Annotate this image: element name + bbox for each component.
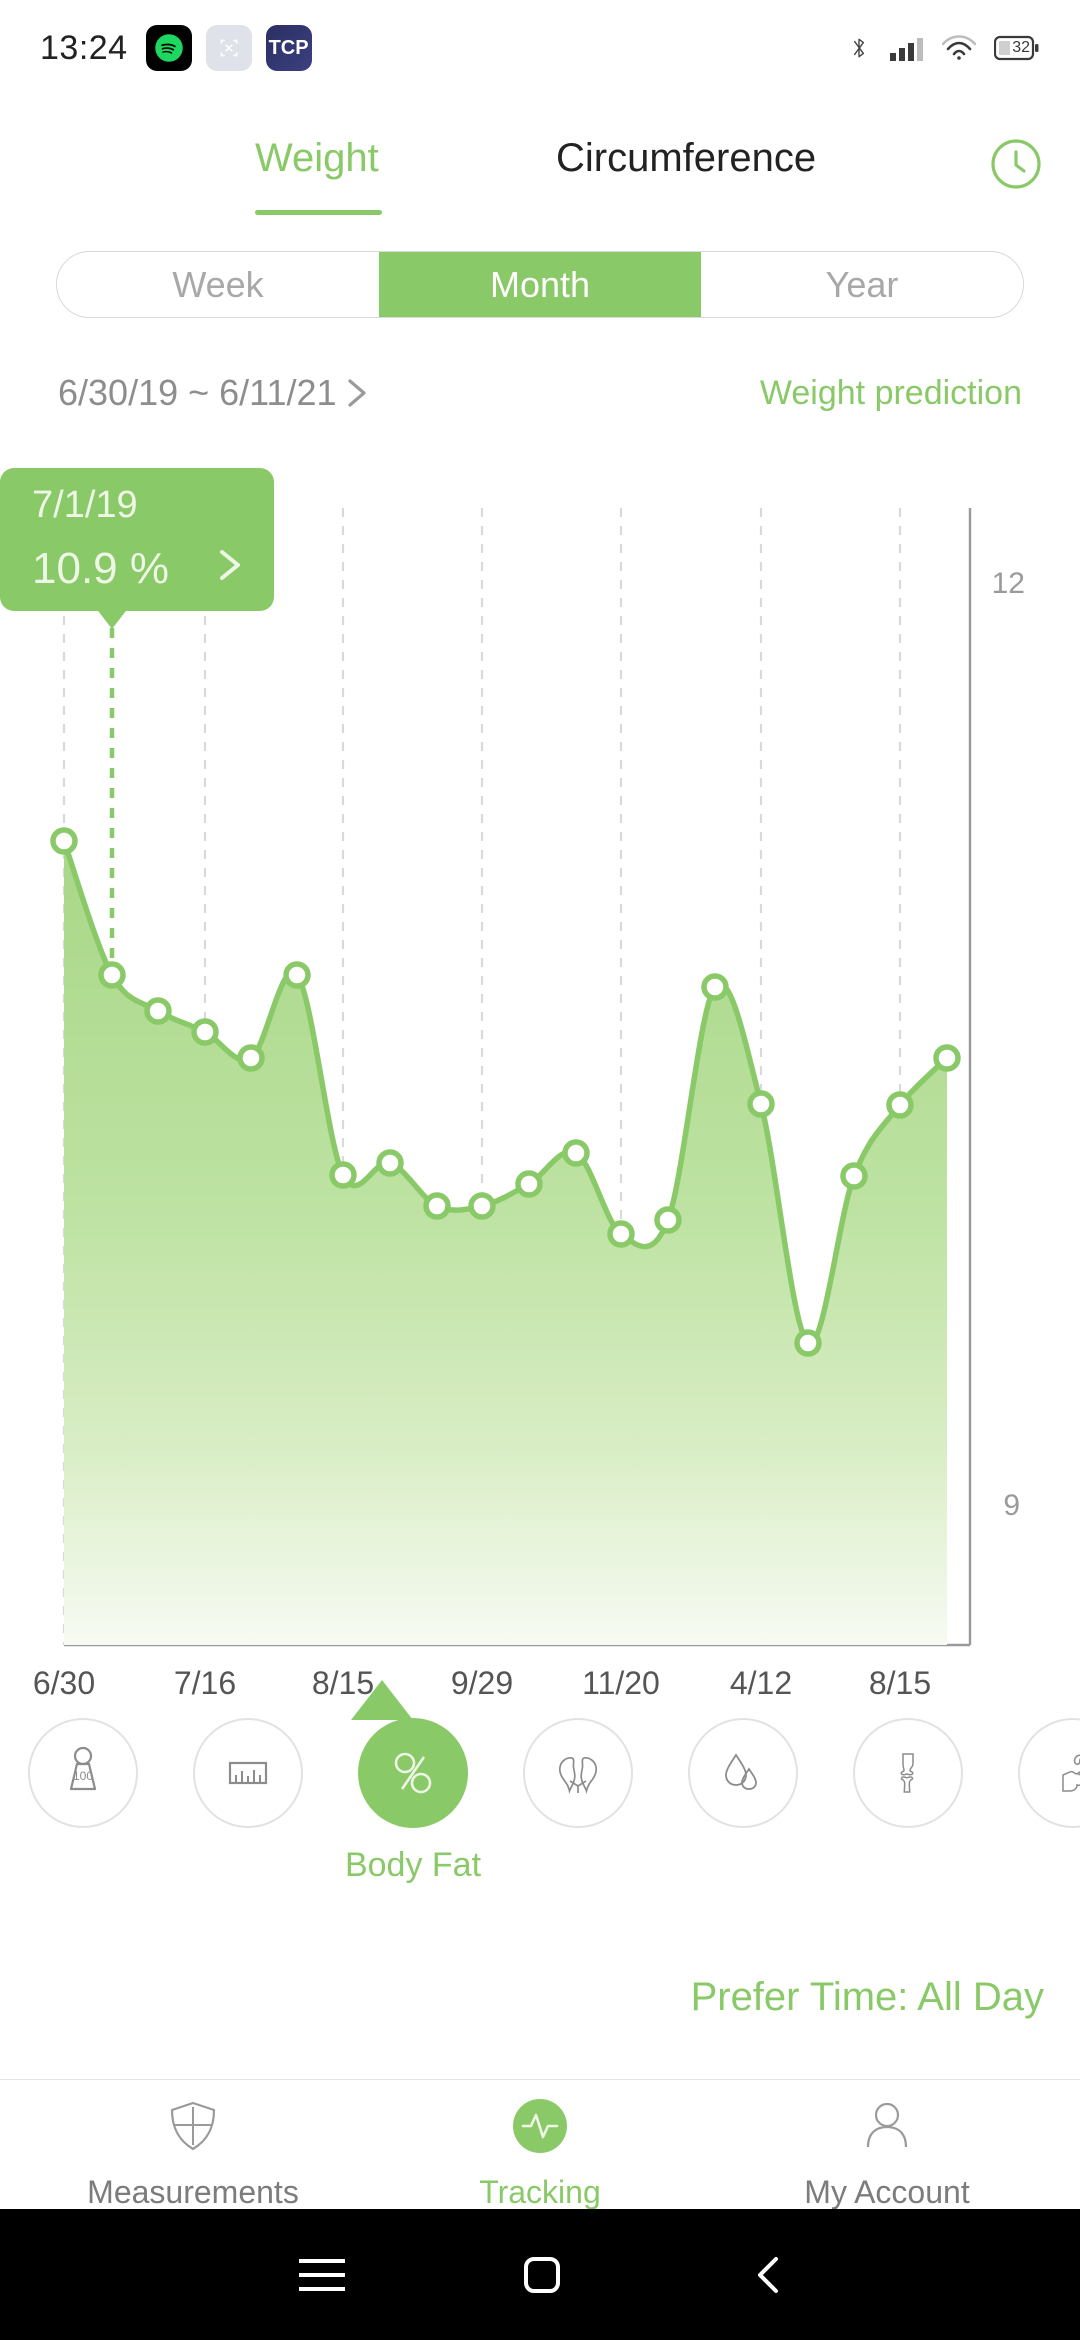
svg-text:100: 100: [73, 1769, 93, 1783]
